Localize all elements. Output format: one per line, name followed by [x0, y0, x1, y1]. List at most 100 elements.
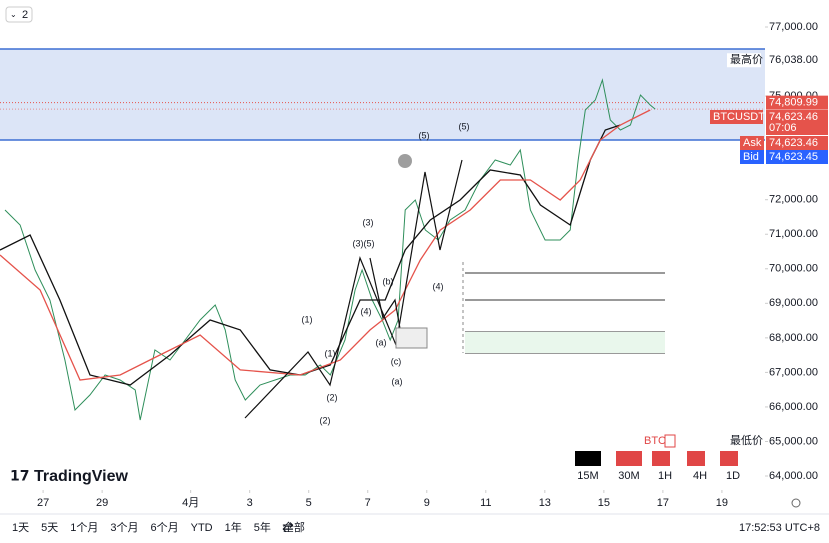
- symbol-tag-bg: [710, 110, 763, 124]
- bid-title-bg: [740, 150, 764, 164]
- level-fill: [465, 332, 665, 353]
- timeframe-swatch[interactable]: [652, 451, 670, 466]
- timeframe-swatch[interactable]: [720, 451, 738, 466]
- symbol-price-bg: [766, 110, 828, 124]
- range-button[interactable]: 1天: [12, 522, 29, 534]
- series-line: [0, 109, 651, 381]
- clock: 17:52:53 UTC+8: [739, 522, 820, 534]
- logo-mark: 𝟭𝟳: [10, 468, 29, 484]
- range-button[interactable]: 3个月: [110, 521, 138, 534]
- high-title: 最高价: [730, 52, 763, 66]
- wave-label: (4): [433, 281, 444, 291]
- settings-icon[interactable]: [791, 498, 801, 508]
- range-button[interactable]: 5天: [41, 522, 58, 534]
- bid-title: Bid: [743, 151, 759, 163]
- low-title: 最低价: [730, 434, 763, 447]
- timeframe-label: 1H: [658, 470, 672, 482]
- low-title-bg: [727, 434, 761, 448]
- wave-label: (5): [364, 238, 375, 248]
- range-button[interactable]: YTD: [191, 522, 213, 534]
- ask-title: Ask: [743, 137, 762, 149]
- timeframe-label: 30M: [618, 470, 639, 482]
- wave-drawing: [244, 159, 463, 419]
- x-tick-label: 7: [365, 497, 371, 509]
- wave-label: (3): [363, 217, 374, 227]
- wave-label: (5): [419, 130, 430, 140]
- bid-price: 74,623.45: [769, 151, 818, 163]
- pane-button[interactable]: [5, 6, 33, 23]
- box-drawing: [395, 327, 428, 349]
- timeframe-label: 4H: [693, 470, 707, 482]
- x-tick-label: 13: [539, 497, 551, 509]
- y-tick-label: 77,000.00: [769, 21, 818, 33]
- timeframe-swatch[interactable]: [687, 451, 705, 466]
- ask-title-bg: [740, 136, 764, 150]
- wave-label: (4): [361, 306, 372, 316]
- high-price: 76,038.00: [769, 54, 818, 66]
- logo: TradingView: [34, 468, 129, 485]
- x-tick-label: 4月: [182, 497, 199, 509]
- high-price-bg: [766, 53, 826, 68]
- x-tick-label: 3: [247, 497, 253, 509]
- range-button[interactable]: 1个月: [70, 521, 98, 534]
- x-tick-label: 17: [657, 497, 669, 509]
- wave-label: (1): [325, 348, 336, 358]
- chevron: ⌄: [10, 10, 17, 19]
- range-button[interactable]: 5年: [254, 520, 271, 534]
- price-axis: [765, 0, 829, 514]
- axes: 64,000.00 65,000.00 66,000.00 67,000.00 68,0…: [37, 0, 829, 514]
- range-button[interactable]: 6个月: [151, 521, 179, 534]
- wave-label: (1): [302, 314, 313, 324]
- series-line: [0, 124, 621, 386]
- y-tick-label: 64,000.00: [769, 470, 818, 482]
- wave-label: (2): [327, 392, 338, 402]
- wave-label: (b): [383, 276, 394, 286]
- plot-area: (1)(2)(1)(2)(3)(3) (5)(4)(b)(a)(c)(a)(5)(…: [0, 48, 765, 425]
- range-button[interactable]: 全部: [283, 520, 305, 534]
- timeframe-swatch[interactable]: [575, 451, 601, 466]
- legend-icon: [664, 434, 676, 448]
- last-price-bg: [766, 95, 828, 110]
- x-tick-label: 27: [37, 497, 49, 509]
- ask-price-bg: [766, 136, 828, 150]
- x-tick-label: 9: [424, 497, 430, 509]
- x-tick-label: 11: [480, 497, 491, 509]
- last-price: 74,809.99: [769, 97, 818, 109]
- high-title-bg: [727, 53, 761, 68]
- wave-label: (a): [392, 376, 403, 386]
- wave-label: (5): [459, 121, 470, 131]
- y-tick-label: 66,000.00: [769, 401, 818, 413]
- y-tick-label: 68,000.00: [769, 332, 818, 344]
- y-tick-label: 72,000.00: [769, 194, 818, 206]
- y-tick-label: 69,000.00: [769, 297, 818, 309]
- bid-price-bg: [766, 150, 828, 164]
- timeframe-label: 1D: [726, 470, 740, 482]
- y-tick-label: 65,000.00: [769, 435, 818, 447]
- symbol-tag: BTCUSDT: [713, 111, 765, 123]
- y-tick-label: 70,000.00: [769, 263, 818, 275]
- wave-label: (3): [353, 238, 364, 248]
- x-tick-label: 29: [96, 497, 108, 509]
- x-tick-label: 15: [598, 497, 610, 509]
- timeframe-swatch[interactable]: [616, 451, 642, 466]
- countdown-bg: [766, 121, 828, 135]
- price-zone: [0, 49, 765, 140]
- pane-count: 2: [22, 9, 28, 21]
- compare-icon: ⇄: [282, 519, 294, 535]
- legend-symbol: BTC: [644, 435, 666, 447]
- timeframe-label: 15M: [577, 470, 598, 482]
- x-tick-label: 5: [306, 497, 312, 509]
- countdown: 07:06: [769, 122, 797, 134]
- x-tick-label: 19: [716, 497, 728, 509]
- y-tick-label: 71,000.00: [769, 228, 818, 240]
- y-tick-label: 67,000.00: [769, 366, 818, 378]
- symbol-price: 74,623.46: [769, 111, 818, 123]
- wave-label: (a): [376, 337, 387, 347]
- series-line: [4, 78, 656, 421]
- range-button[interactable]: 1年: [225, 520, 242, 534]
- ask-price: 74,623.46: [769, 137, 818, 149]
- wave-label: (2): [320, 415, 331, 425]
- marker: [398, 154, 412, 168]
